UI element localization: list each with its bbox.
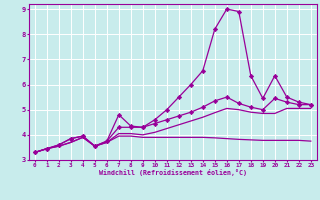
X-axis label: Windchill (Refroidissement éolien,°C): Windchill (Refroidissement éolien,°C) [99, 169, 247, 176]
